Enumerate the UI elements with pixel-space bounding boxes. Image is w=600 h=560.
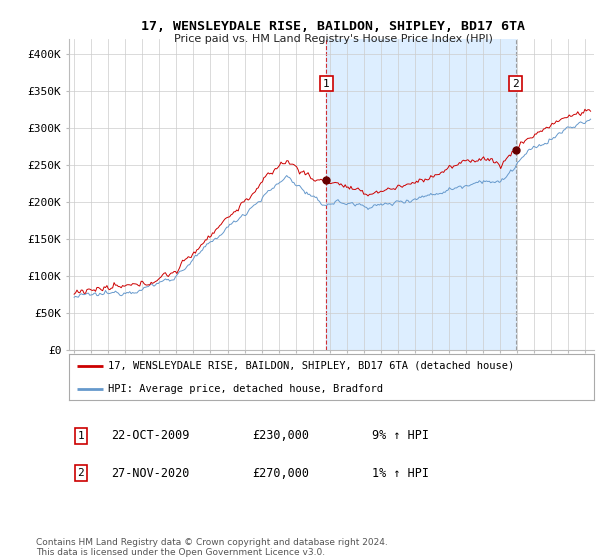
Text: 17, WENSLEYDALE RISE, BAILDON, SHIPLEY, BD17 6TA: 17, WENSLEYDALE RISE, BAILDON, SHIPLEY, … [141,20,525,32]
Text: 22-OCT-2009: 22-OCT-2009 [111,429,190,442]
Bar [326,39,515,350]
Text: 1: 1 [77,431,85,441]
Text: £270,000: £270,000 [252,466,309,480]
Text: 17, WENSLEYDALE RISE, BAILDON, SHIPLEY, BD17 6TA (detached house): 17, WENSLEYDALE RISE, BAILDON, SHIPLEY, … [109,361,515,371]
Text: £230,000: £230,000 [252,429,309,442]
Text: Price paid vs. HM Land Registry's House Price Index (HPI): Price paid vs. HM Land Registry's House … [173,34,493,44]
Text: 2: 2 [77,468,85,478]
Text: 2: 2 [512,78,519,88]
Text: 27-NOV-2020: 27-NOV-2020 [111,466,190,480]
Text: Contains HM Land Registry data © Crown copyright and database right 2024.
This d: Contains HM Land Registry data © Crown c… [36,538,388,557]
Text: 1: 1 [323,78,330,88]
Text: 1% ↑ HPI: 1% ↑ HPI [372,466,429,480]
Text: HPI: Average price, detached house, Bradford: HPI: Average price, detached house, Brad… [109,384,383,394]
Text: 9% ↑ HPI: 9% ↑ HPI [372,429,429,442]
